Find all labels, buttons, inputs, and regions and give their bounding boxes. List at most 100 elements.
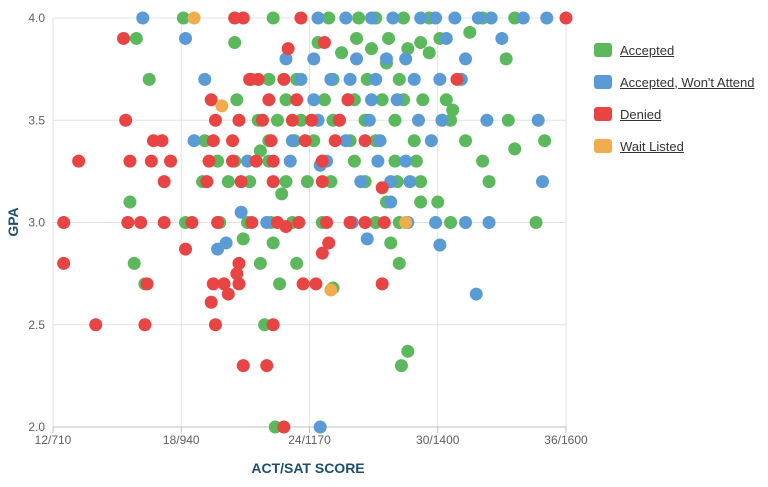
data-point <box>341 93 355 107</box>
data-point <box>230 93 244 107</box>
data-point <box>230 267 244 281</box>
legend-swatch <box>594 107 612 121</box>
data-point <box>155 134 169 148</box>
data-point <box>409 154 423 168</box>
data-point <box>444 216 458 229</box>
data-point <box>382 31 396 45</box>
data-point <box>251 72 265 86</box>
x-axis-title: ACT/SAT SCORE <box>251 460 364 476</box>
data-point <box>433 72 447 86</box>
y-tick-label: 3.5 <box>28 113 45 127</box>
data-point <box>364 42 378 56</box>
data-point <box>388 113 402 127</box>
legend-item[interactable]: Denied <box>594 98 755 130</box>
data-point <box>313 420 327 434</box>
data-point <box>559 11 573 25</box>
data-point <box>208 318 222 332</box>
data-point <box>364 11 378 25</box>
data-point <box>283 154 297 168</box>
data-point <box>414 11 428 25</box>
data-point <box>208 113 222 127</box>
data-point <box>285 134 299 148</box>
data-point <box>57 216 71 229</box>
data-point <box>179 31 193 45</box>
x-tick-label: 30/1400 <box>416 433 460 447</box>
data-point <box>354 175 368 189</box>
data-point <box>390 93 404 107</box>
data-point <box>414 36 428 50</box>
data-point <box>157 175 171 189</box>
data-point <box>484 11 498 25</box>
data-point <box>279 93 293 107</box>
data-point <box>226 154 240 168</box>
data-point <box>332 113 346 127</box>
data-point <box>433 238 447 252</box>
data-point <box>482 175 496 189</box>
data-point <box>315 175 329 189</box>
data-point <box>540 11 554 25</box>
data-point <box>262 72 276 86</box>
legend-item[interactable]: Wait Listed <box>594 130 755 162</box>
data-point <box>236 11 250 25</box>
data-point <box>270 113 284 127</box>
data-point <box>315 154 329 168</box>
data-point <box>379 52 393 66</box>
data-point <box>350 31 364 45</box>
data-point <box>127 256 141 270</box>
data-point <box>322 236 336 250</box>
data-point <box>397 11 411 25</box>
legend-item[interactable]: Accepted <box>594 34 755 66</box>
data-point <box>414 195 428 209</box>
data-point <box>439 31 453 45</box>
data-point <box>476 154 490 168</box>
data-point <box>501 113 515 127</box>
data-point <box>339 11 353 25</box>
data-point <box>480 113 494 127</box>
data-point <box>307 93 321 107</box>
series-1 <box>136 11 554 434</box>
y-tick-label: 3.0 <box>28 216 45 230</box>
data-point <box>226 134 240 148</box>
data-point <box>529 216 543 229</box>
data-point <box>279 220 293 234</box>
data-point <box>317 93 331 107</box>
data-point <box>315 246 329 260</box>
data-point <box>296 277 310 291</box>
data-point <box>392 256 406 270</box>
data-point <box>311 11 325 25</box>
x-tick-label: 36/1600 <box>544 433 588 447</box>
data-point <box>531 113 545 127</box>
data-point <box>232 113 246 127</box>
data-point <box>508 142 522 156</box>
series-3 <box>187 11 413 297</box>
data-point <box>446 103 460 117</box>
data-point <box>117 31 131 45</box>
legend-item[interactable]: Accepted, Won't Attend <box>594 66 755 98</box>
data-point <box>262 93 276 107</box>
data-point <box>121 216 135 229</box>
data-point <box>392 72 406 86</box>
data-point <box>399 154 413 168</box>
data-point <box>364 93 378 107</box>
data-point <box>412 113 426 127</box>
data-point <box>358 216 372 229</box>
data-point <box>339 134 353 148</box>
data-point <box>294 72 308 86</box>
data-point <box>384 195 398 209</box>
data-point <box>371 154 385 168</box>
data-point <box>221 175 235 189</box>
data-point <box>198 72 212 86</box>
data-point <box>482 216 496 229</box>
data-point <box>388 154 402 168</box>
data-point <box>448 11 462 25</box>
data-point <box>429 11 443 25</box>
data-point <box>298 134 312 148</box>
legend-swatch <box>594 75 612 89</box>
data-point <box>200 175 214 189</box>
data-point <box>401 42 415 56</box>
data-point <box>234 175 248 189</box>
data-point <box>373 134 387 148</box>
data-point <box>123 195 137 209</box>
data-point <box>221 287 235 301</box>
data-point <box>290 93 304 107</box>
